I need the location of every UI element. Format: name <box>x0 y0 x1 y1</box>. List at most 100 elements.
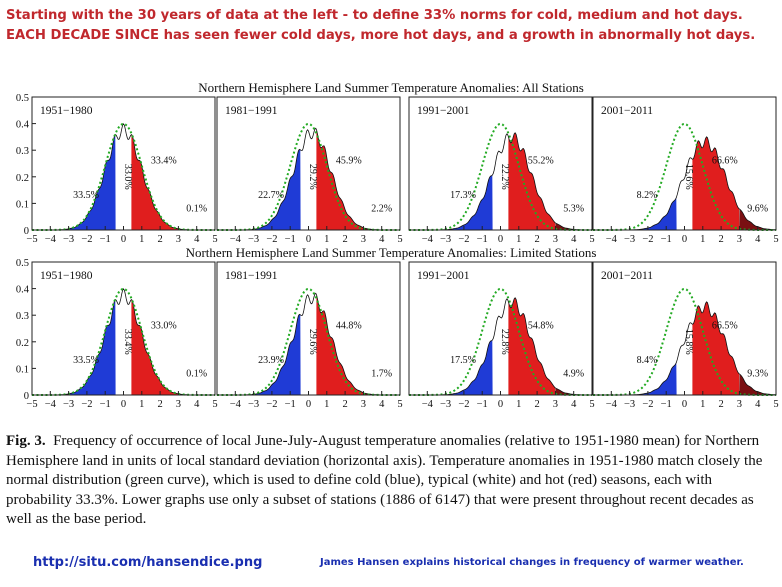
x-tick-label: 0 <box>498 399 503 410</box>
x-tick-label: −4 <box>45 234 57 245</box>
x-tick-label: 5 <box>397 234 402 245</box>
x-tick-label: −1 <box>100 399 111 410</box>
hot-region <box>131 299 179 395</box>
x-tick-label: 3 <box>176 399 181 410</box>
typical-percent: 22.8% <box>499 329 510 355</box>
x-tick-label: −1 <box>477 399 488 410</box>
x-tick-label: 0 <box>306 234 311 245</box>
x-tick-label: −2 <box>642 234 653 245</box>
x-tick-label: −2 <box>458 234 469 245</box>
credit-line: James Hansen explains historical changes… <box>320 557 744 568</box>
period-label: 1991−2001 <box>417 270 470 282</box>
x-tick-label: 3 <box>361 399 366 410</box>
y-tick-label: 0.5 <box>16 93 29 104</box>
x-tick-label: 3 <box>176 234 181 245</box>
cold-region <box>32 134 116 230</box>
y-tick-label: 0.2 <box>16 338 29 349</box>
y-tick-label: 0.3 <box>16 311 29 322</box>
histogram-panels: 1951−1980 33.5% 33.0% 33.4% 0.1% −5 −4 −3 −2 −1 0 1… <box>16 93 779 410</box>
cold-region <box>409 340 493 395</box>
extreme-percent: 5.3% <box>563 203 584 214</box>
period-label: 1951−1980 <box>40 270 93 282</box>
y-tick-label: 0.2 <box>16 173 29 184</box>
x-tick-label: −3 <box>440 399 451 410</box>
x-tick-label: 2 <box>157 234 162 245</box>
cold-percent: 22.7% <box>258 190 284 201</box>
cold-region <box>409 175 493 230</box>
x-tick-label: −3 <box>63 234 74 245</box>
x-tick-label: −2 <box>458 399 469 410</box>
cold-region <box>217 314 301 395</box>
x-tick-label: 3 <box>737 234 742 245</box>
x-tick-label: −5 <box>26 399 37 410</box>
extreme-percent: 0.1% <box>186 368 207 379</box>
headline-line-2: EACH DECADE SINCE has seen fewer cold da… <box>6 28 756 43</box>
x-tick-label: −2 <box>81 399 92 410</box>
x-tick-label: 0 <box>306 399 311 410</box>
x-tick-label: 1 <box>324 399 329 410</box>
x-tick-label: 1 <box>139 399 144 410</box>
x-tick-label: −4 <box>422 399 434 410</box>
x-tick-label: 5 <box>773 234 778 245</box>
x-tick-label: −1 <box>285 234 296 245</box>
x-tick-label: 2 <box>718 399 723 410</box>
extreme-percent: 9.6% <box>747 203 768 214</box>
hot-region <box>316 294 364 395</box>
x-tick-label: −1 <box>661 399 672 410</box>
extreme-percent: 0.1% <box>186 203 207 214</box>
top-row-title: Northern Hemisphere Land Summer Temperat… <box>198 80 584 95</box>
x-tick-label: 1 <box>139 234 144 245</box>
y-tick-label: 0.5 <box>16 258 29 269</box>
extreme-percent: 1.7% <box>371 368 392 379</box>
hot-percent: 33.0% <box>151 321 177 332</box>
period-label: 1981−1991 <box>225 105 278 117</box>
typical-percent: 33.4% <box>122 329 133 355</box>
x-tick-label: 0 <box>498 234 503 245</box>
x-tick-label: −4 <box>606 234 618 245</box>
hot-region <box>692 301 740 395</box>
typical-percent: 33.0% <box>122 164 133 190</box>
hot-percent: 45.9% <box>336 156 362 167</box>
x-tick-label: −4 <box>230 234 242 245</box>
x-tick-label: 2 <box>534 234 539 245</box>
x-tick-label: 4 <box>379 399 385 410</box>
hot-percent: 55.2% <box>528 156 554 167</box>
x-tick-label: 4 <box>194 234 200 245</box>
hot-region <box>131 134 179 230</box>
x-tick-label: −2 <box>266 399 277 410</box>
period-label: 2001−2011 <box>601 270 653 282</box>
x-tick-label: 1 <box>516 399 521 410</box>
period-label: 2001−2011 <box>601 105 653 117</box>
x-tick-label: −3 <box>63 399 74 410</box>
x-tick-label: −3 <box>248 234 259 245</box>
cold-percent: 33.5% <box>73 355 99 366</box>
x-tick-label: 2 <box>342 399 347 410</box>
cold-percent: 23.9% <box>258 355 284 366</box>
hot-percent: 33.4% <box>151 156 177 167</box>
hot-region <box>508 132 556 230</box>
x-tick-label: 4 <box>571 399 577 410</box>
x-tick-label: 3 <box>553 399 558 410</box>
x-tick-label: 0 <box>682 234 687 245</box>
cold-percent: 33.5% <box>73 190 99 201</box>
x-tick-label: 5 <box>212 399 217 410</box>
cold-percent: 17.3% <box>450 190 476 201</box>
cold-percent: 8.2% <box>637 190 658 201</box>
x-tick-label: 2 <box>534 399 539 410</box>
y-tick-label: 0.4 <box>16 285 30 296</box>
x-tick-label: −4 <box>422 234 434 245</box>
extreme-percent: 4.9% <box>563 368 584 379</box>
x-tick-label: 5 <box>212 234 217 245</box>
typical-percent: 29.2% <box>307 164 318 190</box>
figure-caption: Fig. 3. Frequency of occurrence of local… <box>6 432 778 530</box>
period-label: 1991−2001 <box>417 105 470 117</box>
x-tick-label: 4 <box>755 234 761 245</box>
x-tick-label: 2 <box>157 399 162 410</box>
y-tick-label: 0.1 <box>16 364 29 375</box>
x-tick-label: 2 <box>342 234 347 245</box>
extreme-percent: 9.3% <box>747 368 768 379</box>
x-tick-label: 4 <box>194 399 200 410</box>
x-tick-label: 2 <box>718 234 723 245</box>
x-tick-label: −1 <box>477 234 488 245</box>
x-tick-label: 1 <box>324 234 329 245</box>
